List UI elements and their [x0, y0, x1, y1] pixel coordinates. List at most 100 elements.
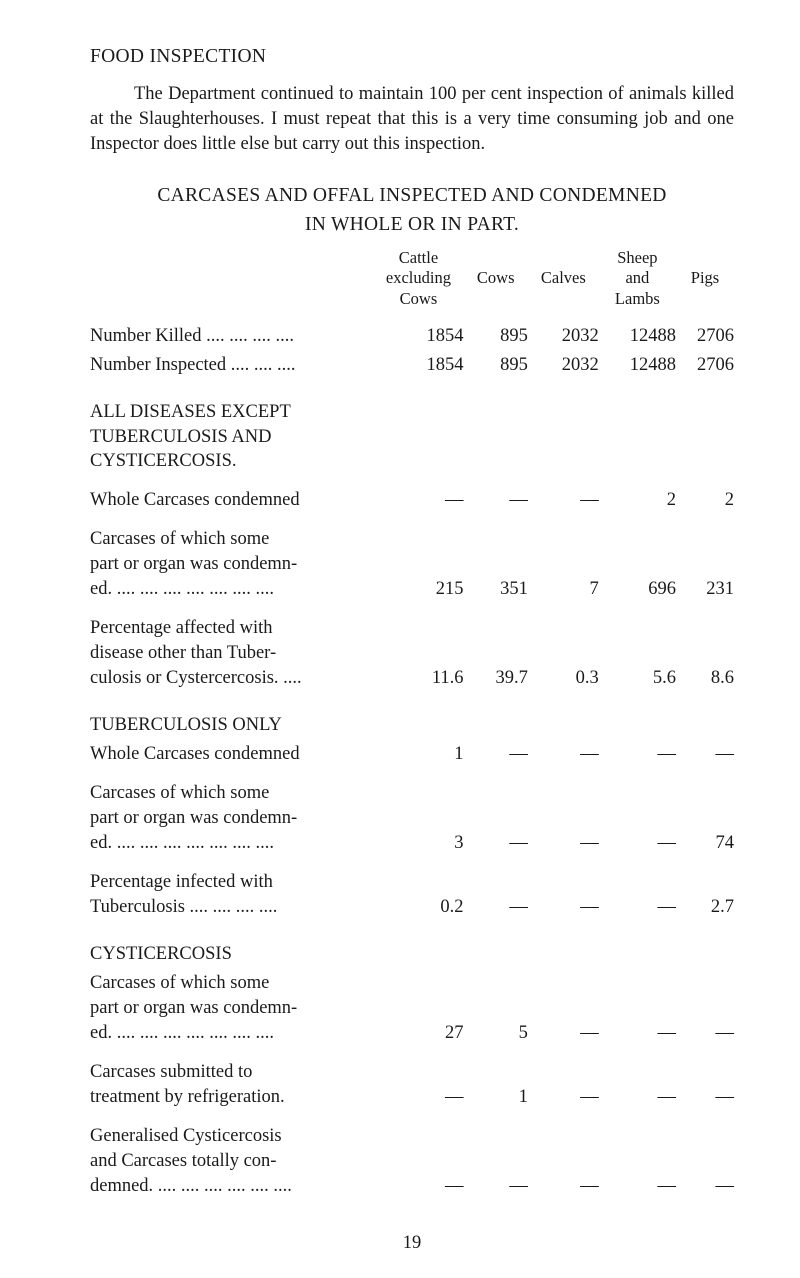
table-row: Number Inspected .... .... .... 1854 895… [90, 351, 734, 380]
group-label: CYSTICERCOSIS [90, 940, 373, 969]
cell: 895 [464, 351, 528, 380]
hdr-cattle-2: excluding [386, 268, 451, 287]
table-row: Carcases of which some part or organ was… [90, 779, 734, 858]
cell: — [676, 969, 734, 1048]
cell: 12488 [599, 322, 676, 351]
cell: — [528, 740, 599, 769]
cell: 0.2 [373, 868, 463, 922]
cell: 2032 [528, 351, 599, 380]
cell: — [676, 1122, 734, 1201]
row-line: ed. .... .... .... .... .... .... .... [90, 1023, 274, 1043]
cell: 2 [599, 486, 676, 515]
cell: — [599, 1122, 676, 1201]
row-label: Number Inspected .... .... .... [90, 351, 373, 380]
title-line-1: CARCASES AND OFFAL INSPECTED AND CONDEMN… [157, 185, 666, 206]
group-heading-row: TUBERCULOSIS ONLY [90, 711, 734, 740]
row-line: and Carcases totally con- [90, 1151, 276, 1171]
section-heading: FOOD INSPECTION [90, 44, 734, 70]
cell: 231 [676, 525, 734, 604]
cell: — [528, 779, 599, 858]
cell: — [528, 969, 599, 1048]
cell: 696 [599, 525, 676, 604]
cell: — [676, 740, 734, 769]
row-line: Carcases of which some [90, 973, 269, 993]
group-label: ALL DISEASES EXCEPT TUBERCULOSIS AND CYS… [90, 398, 734, 477]
col-header-calves: Calves [528, 246, 599, 312]
row-line: part or organ was condemn- [90, 554, 297, 574]
cell: 5 [464, 969, 528, 1048]
grp-line: TUBERCULOSIS AND [90, 427, 271, 447]
row-line: Carcases of which some [90, 783, 269, 803]
row-label: Number Killed .... .... .... .... [90, 322, 373, 351]
col-header-cattle: Cattle excluding Cows [373, 246, 463, 312]
cell: — [599, 779, 676, 858]
cell: 11.6 [373, 614, 463, 693]
cell: 2706 [676, 351, 734, 380]
cell: — [528, 1122, 599, 1201]
hdr-cattle-1: Cattle [399, 248, 438, 267]
cell: — [528, 486, 599, 515]
table-title: CARCASES AND OFFAL INSPECTED AND CONDEMN… [132, 181, 692, 240]
cell: 12488 [599, 351, 676, 380]
intro-paragraph: The Department continued to maintain 100… [90, 82, 734, 157]
table-row: Number Killed .... .... .... .... 1854 8… [90, 322, 734, 351]
hdr-cattle-3: Cows [400, 289, 438, 308]
row-line: Carcases of which some [90, 529, 269, 549]
cell: — [464, 740, 528, 769]
row-line: ed. .... .... .... .... .... .... .... [90, 579, 274, 599]
cell: 0.3 [528, 614, 599, 693]
cell: 895 [464, 322, 528, 351]
row-label: Carcases of which some part or organ was… [90, 969, 373, 1048]
row-line: Percentage infected with [90, 872, 273, 892]
table-header: Cattle excluding Cows Cows Calves Sheep … [90, 246, 734, 312]
hdr-sheep-2: and [625, 268, 649, 287]
table-row: Whole Carcases condemned — — — 2 2 [90, 486, 734, 515]
cell: 1854 [373, 351, 463, 380]
row-line: Generalised Cysticercosis [90, 1126, 282, 1146]
row-label: Whole Carcases condemned [90, 740, 373, 769]
table-row: Whole Carcases condemned 1 — — — — [90, 740, 734, 769]
cell: 8.6 [676, 614, 734, 693]
table-row: Carcases of which some part or organ was… [90, 525, 734, 604]
row-line: part or organ was condemn- [90, 808, 297, 828]
cell: 2 [676, 486, 734, 515]
row-line: Carcases submitted to [90, 1062, 252, 1082]
cell: 74 [676, 779, 734, 858]
cell: 27 [373, 969, 463, 1048]
cell: — [464, 486, 528, 515]
col-header-sheep: Sheep and Lambs [599, 246, 676, 312]
cell: — [599, 868, 676, 922]
grp-line: ALL DISEASES EXCEPT [90, 402, 291, 422]
cell: 3 [373, 779, 463, 858]
table-row: Carcases submitted to treatment by refri… [90, 1058, 734, 1112]
row-label: Generalised Cysticercosis and Carcases t… [90, 1122, 373, 1201]
group-label: TUBERCULOSIS ONLY [90, 711, 373, 740]
row-line: Percentage affected with [90, 618, 273, 638]
row-line: culosis or Cystercercosis. .... [90, 668, 302, 688]
cell: — [528, 868, 599, 922]
group-heading-row: ALL DISEASES EXCEPT TUBERCULOSIS AND CYS… [90, 398, 734, 477]
group-heading-row: CYSTICERCOSIS [90, 940, 734, 969]
table-row: Carcases of which some part or organ was… [90, 969, 734, 1048]
cell: — [464, 1122, 528, 1201]
row-line: part or organ was condemn- [90, 998, 297, 1018]
row-label: Percentage affected with disease other t… [90, 614, 373, 693]
row-line: ed. .... .... .... .... .... .... .... [90, 833, 274, 853]
cell: 351 [464, 525, 528, 604]
cell: — [464, 779, 528, 858]
cell: 2706 [676, 322, 734, 351]
cell: 5.6 [599, 614, 676, 693]
row-label: Whole Carcases condemned [90, 486, 373, 515]
cell: 1 [373, 740, 463, 769]
inspection-table: Cattle excluding Cows Cows Calves Sheep … [90, 246, 734, 1201]
cell: — [599, 740, 676, 769]
row-line: Tuberculosis .... .... .... .... [90, 897, 277, 917]
cell: — [599, 1058, 676, 1112]
row-label: Carcases of which some part or organ was… [90, 779, 373, 858]
cell: — [373, 1058, 463, 1112]
cell: 2032 [528, 322, 599, 351]
table-row: Percentage infected with Tuberculosis ..… [90, 868, 734, 922]
row-label: Carcases submitted to treatment by refri… [90, 1058, 373, 1112]
col-header-pigs: Pigs [676, 246, 734, 312]
cell: 215 [373, 525, 463, 604]
